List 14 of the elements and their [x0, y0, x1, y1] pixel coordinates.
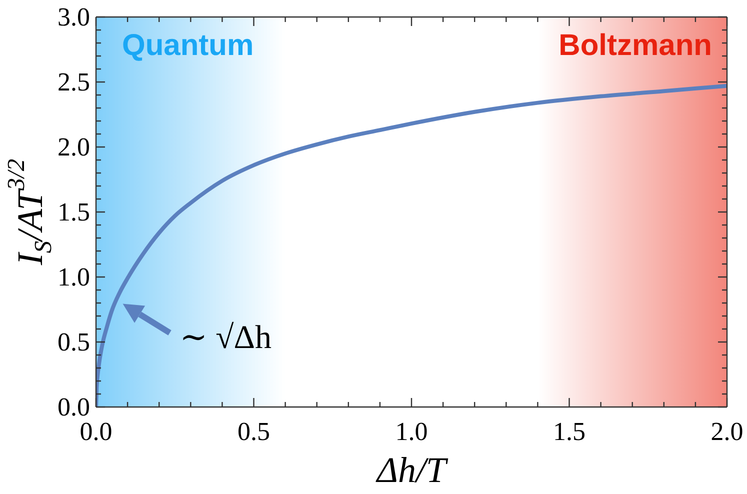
y-tick-label: 2.5 — [58, 68, 90, 96]
x-tick-label: 0.5 — [238, 417, 270, 446]
band-label: Boltzmann — [558, 29, 712, 62]
y-tick-label: 0.5 — [58, 328, 90, 356]
y-tick-label: 2.0 — [58, 132, 90, 162]
y-tick-label: 1.5 — [58, 198, 90, 226]
x-axis-title: Δh/T — [374, 450, 450, 490]
annotation: ∼ √Δh — [180, 320, 272, 356]
x-tick-label: 2.0 — [710, 417, 744, 446]
band-label: Quantum — [122, 29, 254, 62]
x-tick-label: 1.5 — [553, 417, 586, 446]
y-tick-label: 1.0 — [58, 262, 90, 292]
y-tick-label: 3.0 — [58, 2, 90, 32]
x-tick-label: 1.0 — [395, 417, 428, 446]
